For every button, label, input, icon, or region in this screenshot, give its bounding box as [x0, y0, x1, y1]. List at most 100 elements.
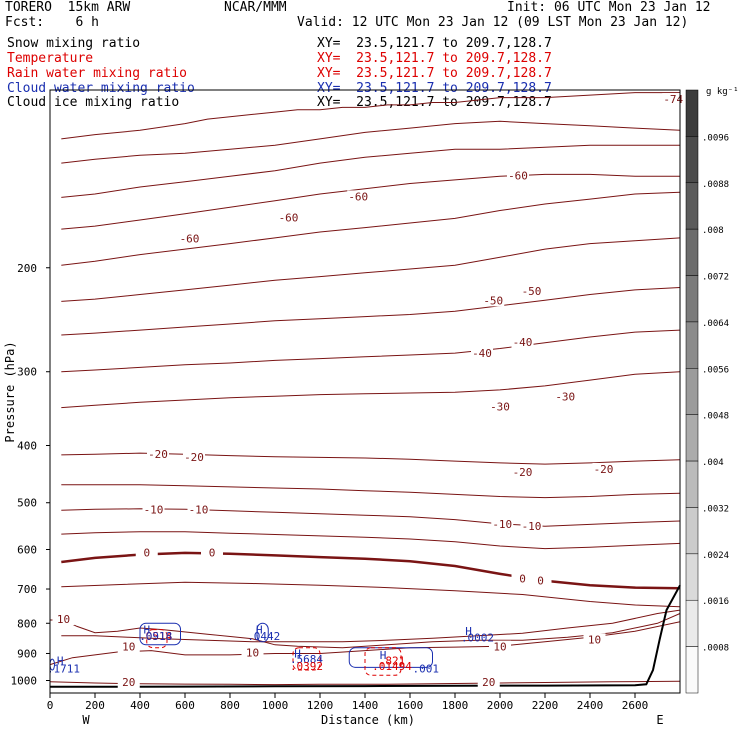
contour-label-bg	[117, 640, 140, 653]
temperature-contour-label: -60	[508, 169, 528, 182]
temperature-contour-label: -60	[279, 211, 299, 224]
x-tick-label: 1200	[307, 699, 334, 712]
header-init: Init: 06 UTC Mon 23 Jan 12	[507, 0, 711, 15]
temperature-contour-label: -74	[663, 93, 683, 106]
contour-label-bg	[491, 517, 514, 530]
extremum-label: H	[143, 624, 150, 637]
y-tick-label: 900	[17, 647, 37, 660]
temperature-contour-label: 10	[588, 633, 601, 646]
temperature-contours	[49, 92, 681, 686]
extremum-label: H	[256, 624, 263, 637]
cloud-contours	[49, 622, 433, 676]
header-valid: Valid: 12 UTC Mon 23 Jan 12 (09 LST Mon …	[297, 15, 689, 30]
temperature-contour-label: -50	[522, 285, 542, 298]
contour-label-bg	[477, 676, 500, 689]
colorbar-segment	[685, 507, 699, 555]
colorbar-segment	[685, 460, 699, 508]
plot-frame	[49, 89, 681, 694]
contour-label-bg	[147, 447, 169, 460]
extremum-label: H	[294, 647, 301, 660]
field-name-rain: Rain water mixing ratio	[7, 66, 188, 81]
temperature-contour-label: -10	[522, 520, 542, 533]
temperature-contour-label: 10	[246, 646, 259, 659]
contour-label-bg	[520, 520, 543, 533]
y-tick-label: 700	[17, 583, 37, 596]
contour-label-bg	[592, 462, 615, 475]
field-xy-temperature: XY= 23.5,121.7 to 209.7,128.7	[317, 51, 552, 66]
colorbar-tick-label: .0008	[702, 644, 729, 654]
colorbar-tick-label: .004	[702, 458, 724, 468]
field-name-cloud-ice: Cloud ice mixing ratio	[7, 95, 180, 110]
contour-label-bg	[178, 232, 201, 245]
contour-label-bg	[183, 451, 205, 464]
contour-label-bg	[511, 465, 534, 478]
temperature-contour-line	[50, 613, 681, 649]
temperature-contour-label: -20	[594, 463, 614, 476]
colorbar-segment	[685, 136, 699, 184]
extremum-label: .001	[413, 663, 440, 676]
colorbar-tick-label: .0064	[702, 319, 729, 329]
extremum-label: .0392	[290, 660, 323, 673]
cloud-contour	[256, 622, 269, 643]
extremum-label: .1711	[47, 663, 80, 676]
field-xy-snow: XY= 23.5,121.7 to 209.7,128.7	[317, 36, 552, 51]
temperature-contour-label: -10	[492, 518, 512, 531]
temperature-contour-label: 0	[209, 547, 216, 560]
y-tick-label: 300	[17, 366, 37, 379]
x-tick-label: 2000	[487, 699, 514, 712]
colorbar-tick-label: .0088	[702, 180, 729, 190]
contour-label-bg	[277, 211, 300, 224]
temperature-contour-label: 20	[482, 676, 495, 689]
contour-label-bg	[142, 503, 165, 516]
temperature-contour-line	[61, 329, 681, 373]
field-name-snow: Snow mixing ratio	[7, 36, 141, 51]
contour-label-bg	[489, 400, 511, 413]
temperature-contour-line	[61, 173, 680, 230]
temperature-contour-label: -60	[180, 232, 200, 245]
axes: 0 200 400 600 800 1000 1200 1400 1600 1800 2000 220…	[11, 262, 649, 712]
extremum-label: .5684	[290, 653, 323, 666]
temperature-contour-label: -40	[513, 336, 533, 349]
extremum-label: .0514	[139, 630, 172, 643]
contour-label-bg	[117, 676, 140, 689]
temperature-contour-line	[61, 92, 680, 140]
temperature-contour-line	[61, 581, 681, 608]
colorbar-tick-label: .0096	[702, 133, 729, 143]
y-tick-label: 200	[17, 262, 37, 275]
cloud-contour	[292, 647, 321, 671]
colorbar-segment	[685, 89, 699, 137]
temperature-contour-label: 10	[493, 641, 506, 654]
contour-label-bg	[241, 646, 264, 659]
temperature-contour-label: 10	[57, 613, 70, 626]
colorbar-tick-label: .0072	[702, 273, 729, 283]
contour-label-bg	[511, 572, 534, 585]
temperature-contour-label: -60	[348, 190, 368, 203]
temperature-contour-line	[61, 120, 681, 164]
x-axis-west-label: W	[82, 713, 90, 727]
temperature-contour-line	[61, 237, 681, 302]
extremum-label: H	[380, 649, 387, 662]
temperature-contour-label: -30	[490, 401, 510, 414]
field-xy-rain: XY= 23.5,121.7 to 209.7,128.7	[317, 66, 552, 81]
x-tick-label: 0	[47, 699, 54, 712]
x-tick-label: 400	[130, 699, 150, 712]
field-name-temperature: Temperature	[7, 51, 94, 66]
temperature-contour-label: -40	[472, 347, 492, 360]
temperature-contour-line	[61, 191, 681, 266]
extremum-label: H	[57, 654, 64, 667]
colorbar-segment	[685, 646, 699, 694]
temperature-contour-line	[61, 371, 681, 409]
x-tick-label: 1400	[352, 699, 379, 712]
x-tick-label: 1600	[397, 699, 424, 712]
contour-label-bg	[471, 347, 493, 360]
extremum-label: .0918	[139, 630, 172, 643]
x-tick-label: 200	[85, 699, 105, 712]
colorbar-segment	[685, 182, 699, 230]
y-tick-label: 1000	[11, 674, 38, 687]
extremum-label: H	[465, 625, 472, 638]
y-tick-label: 400	[17, 440, 37, 453]
x-tick-label: 2200	[532, 699, 559, 712]
colorbar-tick-label: .008	[702, 226, 724, 236]
colorbar-segment	[685, 275, 699, 323]
